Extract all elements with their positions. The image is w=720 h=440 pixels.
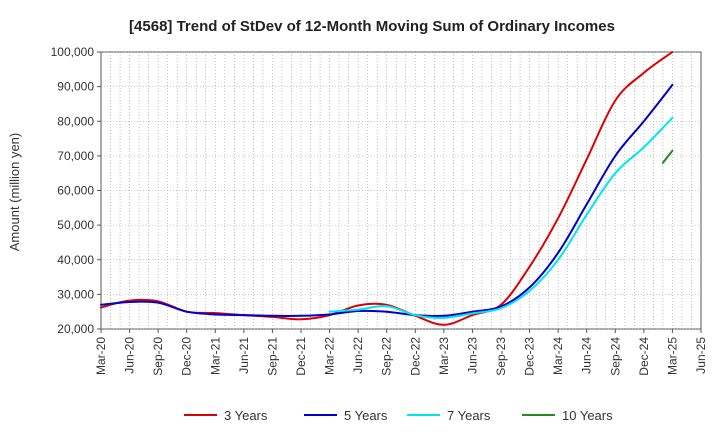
legend: 3 Years 5 Years 7 Years 10 Years bbox=[184, 408, 613, 423]
y-tick-label: 30,000 bbox=[57, 287, 94, 301]
series-line-3 bbox=[328, 116, 674, 319]
legend-label-4: 10 Years bbox=[562, 408, 613, 423]
x-tick-label: Jun-20 bbox=[123, 337, 137, 374]
y-tick-label: 20,000 bbox=[57, 322, 94, 336]
x-tick-label: Mar-22 bbox=[323, 337, 337, 375]
x-tick-label: Jun-22 bbox=[351, 337, 365, 374]
x-tick-label: Mar-23 bbox=[437, 337, 451, 375]
legend-label-1: 3 Years bbox=[224, 408, 268, 423]
x-tick-label: Jun-23 bbox=[465, 337, 479, 374]
x-tick-label: Sep-23 bbox=[494, 337, 508, 376]
x-tick-label: Sep-21 bbox=[265, 337, 279, 376]
x-axis: Mar-20 Jun-20 Sep-20 Dec-20 Mar-21 Jun-21 Sep-… bbox=[94, 329, 708, 376]
y-tick-label: 90,000 bbox=[57, 80, 94, 94]
x-tick-label: Sep-24 bbox=[608, 337, 622, 376]
grid bbox=[101, 51, 701, 330]
y-axis-label: Amount (million yen) bbox=[7, 133, 22, 252]
x-tick-label: Sep-20 bbox=[151, 337, 165, 376]
y-tick-label: 60,000 bbox=[57, 184, 94, 198]
x-tick-label: Jun-24 bbox=[580, 337, 594, 374]
series-line-4 bbox=[661, 149, 674, 164]
x-tick-label: Sep-22 bbox=[380, 337, 394, 376]
chart-title: [4568] Trend of StDev of 12-Month Moving… bbox=[129, 18, 615, 35]
x-tick-label: Mar-20 bbox=[94, 337, 108, 375]
x-tick-label: Jun-21 bbox=[237, 337, 251, 374]
x-tick-label: Dec-20 bbox=[180, 337, 194, 376]
y-axis: 20,000 30,000 40,000 50,000 60,000 70,000 80,0… bbox=[51, 45, 101, 336]
y-tick-label: 40,000 bbox=[57, 253, 94, 267]
x-tick-label: Mar-25 bbox=[665, 337, 679, 375]
x-tick-label: Jun-25 bbox=[694, 337, 708, 374]
legend-label-3: 7 Years bbox=[447, 408, 491, 423]
x-tick-label: Mar-21 bbox=[208, 337, 222, 375]
series-layer bbox=[100, 51, 674, 326]
y-tick-label: 50,000 bbox=[57, 218, 94, 232]
x-tick-label: Dec-23 bbox=[523, 337, 537, 376]
x-tick-label: Dec-21 bbox=[294, 337, 308, 376]
x-tick-label: Mar-24 bbox=[551, 337, 565, 375]
y-tick-label: 100,000 bbox=[51, 45, 95, 59]
y-tick-label: 80,000 bbox=[57, 114, 94, 128]
series-line-2 bbox=[100, 83, 674, 318]
y-tick-label: 70,000 bbox=[57, 149, 94, 163]
x-tick-label: Dec-24 bbox=[637, 337, 651, 376]
legend-label-2: 5 Years bbox=[344, 408, 388, 423]
x-tick-label: Dec-22 bbox=[408, 337, 422, 376]
